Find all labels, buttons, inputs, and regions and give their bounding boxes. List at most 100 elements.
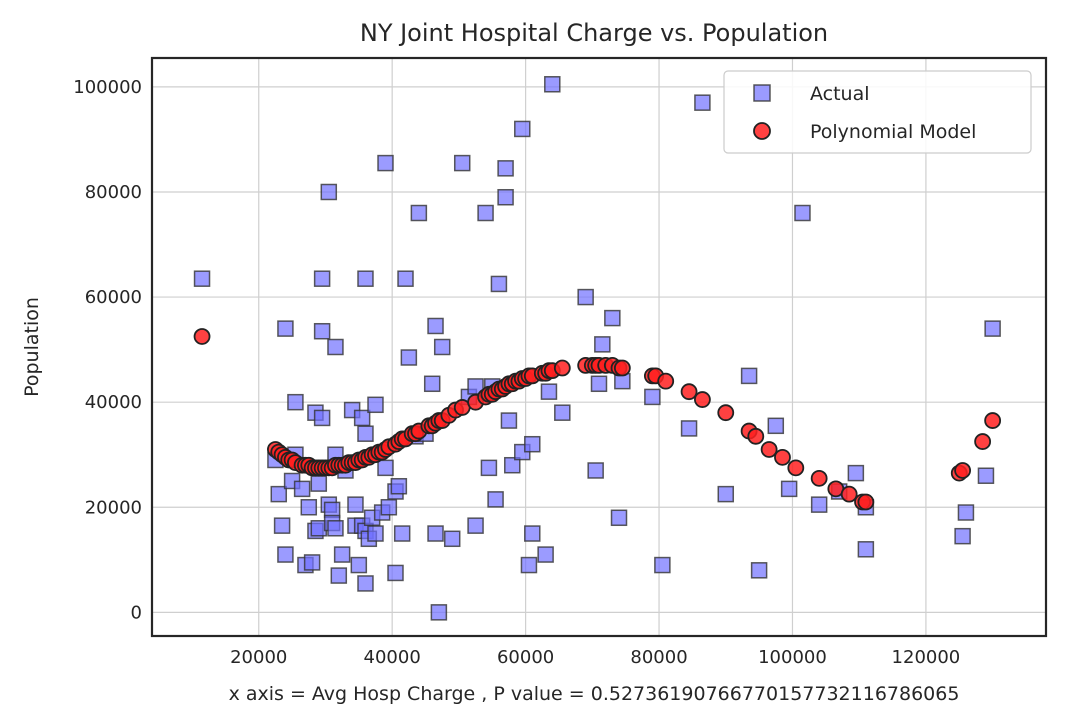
- actual-point: [377, 459, 394, 477]
- actual-point: [357, 575, 374, 592]
- y-tick-label: 60000: [85, 287, 142, 308]
- actual-point: [327, 520, 344, 537]
- actual-point: [347, 496, 364, 513]
- actual-point: [313, 270, 331, 287]
- actual-point: [514, 120, 531, 138]
- actual-point: [587, 462, 604, 479]
- actual-point: [984, 320, 1001, 337]
- actual-point: [740, 367, 758, 385]
- polynomial-model-point: [193, 328, 211, 345]
- actual-point: [467, 517, 484, 534]
- polynomial-model-point: [553, 359, 571, 377]
- x-tick-label: 60000: [497, 647, 554, 668]
- actual-point: [387, 564, 404, 582]
- actual-point: [303, 554, 321, 571]
- actual-point: [400, 349, 418, 366]
- actual-point: [957, 504, 975, 521]
- x-tick-label: 120000: [892, 647, 961, 668]
- actual-point: [750, 562, 768, 579]
- actual-point: [410, 204, 428, 222]
- actual-point: [277, 320, 294, 337]
- actual-point: [794, 204, 811, 222]
- actual-point: [397, 270, 414, 287]
- polynomial-model-point: [774, 448, 791, 466]
- actual-point: [590, 375, 608, 393]
- polynomial-model-point: [954, 462, 972, 479]
- actual-point: [540, 383, 558, 400]
- actual-point: [367, 396, 384, 414]
- y-tick-label: 40000: [85, 392, 142, 413]
- actual-point: [377, 154, 394, 172]
- actual-point: [350, 556, 368, 574]
- actual-point: [273, 517, 291, 534]
- actual-point: [427, 317, 444, 335]
- polynomial-model-point: [840, 485, 858, 503]
- x-tick-label: 100000: [758, 647, 827, 668]
- series-actual-points: [193, 76, 1001, 621]
- polynomial-model-point: [747, 427, 765, 445]
- actual-point: [490, 275, 508, 293]
- actual-point: [300, 499, 318, 516]
- actual-point: [430, 604, 448, 621]
- actual-point: [524, 435, 541, 453]
- actual-point: [594, 336, 611, 353]
- actual-point: [333, 546, 351, 563]
- x-axis-ticks: 20000 40000 60000 80000 100000 120000: [230, 647, 960, 668]
- actual-point: [487, 491, 504, 508]
- actual-point: [357, 425, 374, 442]
- actual-point: [504, 456, 521, 474]
- actual-point: [767, 417, 785, 435]
- actual-point: [293, 480, 311, 498]
- actual-point: [310, 475, 328, 492]
- series-polynomial-model-points: [193, 328, 1002, 511]
- actual-point: [610, 509, 628, 527]
- actual-point: [367, 525, 384, 542]
- grid-lines: [152, 58, 1046, 636]
- plot-frame: [150, 56, 1048, 638]
- legend-label-polynomial-model: Polynomial Model: [810, 121, 976, 143]
- legend: Actual Polynomial Model: [723, 70, 1032, 154]
- actual-point: [313, 322, 331, 340]
- actual-point: [327, 338, 344, 356]
- y-axis-ticks: 0 20000 40000 60000 80000 100000: [73, 77, 142, 623]
- x-axis-label: x axis = Avg Hosp Charge , P value = 0.5…: [229, 683, 960, 705]
- legend-box: [723, 70, 1032, 154]
- actual-point: [497, 160, 514, 177]
- actual-point: [680, 420, 698, 437]
- legend-label-actual: Actual: [810, 83, 870, 105]
- actual-point: [554, 404, 571, 421]
- actual-point: [353, 409, 371, 427]
- x-tick-label: 40000: [364, 647, 421, 668]
- actual-point: [287, 393, 304, 411]
- y-axis-label: Population: [21, 297, 43, 397]
- actual-point: [847, 464, 865, 482]
- y-tick-label: 80000: [85, 182, 142, 203]
- polynomial-model-point: [984, 412, 1002, 429]
- x-tick-label: 20000: [230, 647, 287, 668]
- actual-point: [544, 76, 561, 93]
- y-tick-label: 100000: [73, 77, 142, 98]
- actual-point: [453, 154, 471, 172]
- actual-point: [537, 546, 554, 563]
- actual-point: [604, 309, 621, 327]
- actual-point: [423, 375, 441, 393]
- actual-point: [810, 496, 828, 513]
- actual-point: [390, 477, 408, 495]
- polynomial-model-point: [694, 391, 711, 408]
- chart-title: NY Joint Hospital Charge vs. Population: [360, 19, 828, 47]
- y-tick-label: 20000: [85, 497, 142, 518]
- actual-point: [500, 412, 518, 429]
- actual-point: [380, 499, 398, 516]
- actual-point: [520, 556, 538, 574]
- actual-point: [654, 556, 671, 574]
- actual-point: [780, 480, 798, 498]
- polynomial-model-point: [787, 459, 805, 477]
- actual-point: [524, 525, 541, 542]
- x-tick-label: 80000: [630, 647, 687, 668]
- actual-point: [977, 467, 995, 484]
- polynomial-model-point: [657, 372, 675, 390]
- actual-point: [954, 527, 971, 545]
- actual-point: [270, 485, 288, 503]
- polynomial-model-point: [717, 404, 735, 422]
